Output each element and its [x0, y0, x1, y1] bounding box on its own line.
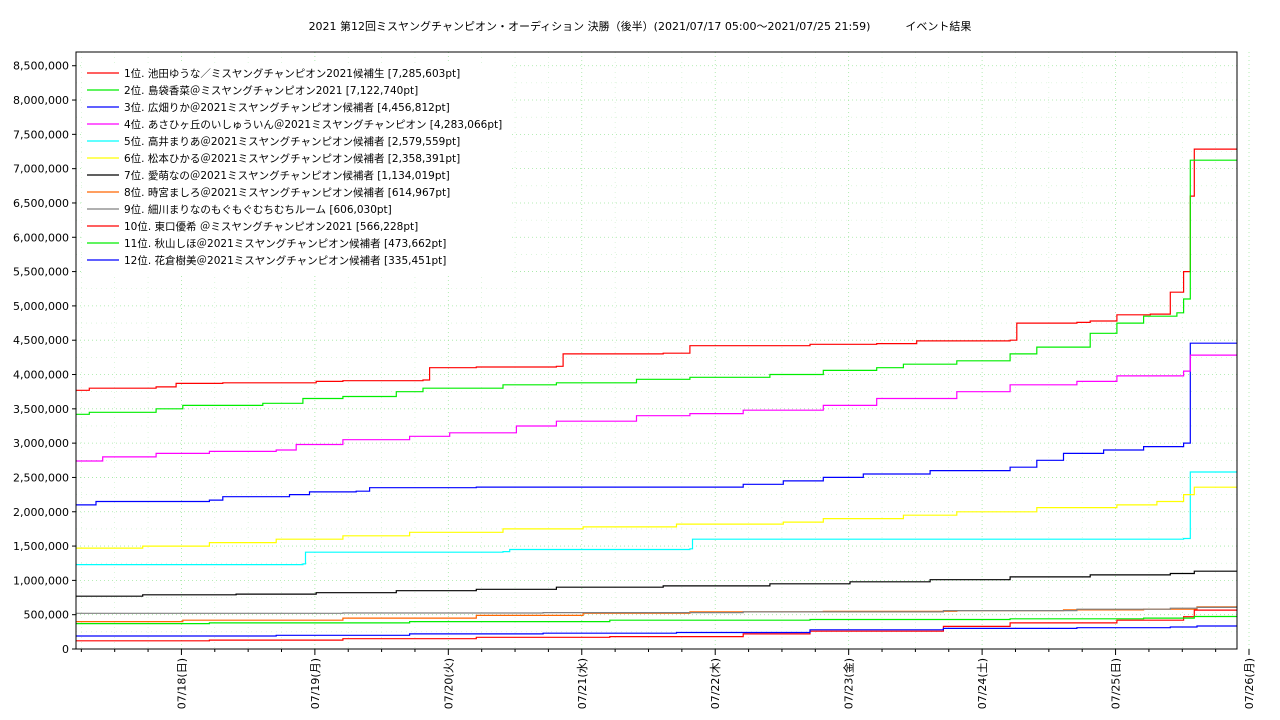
y-tick-label: 3,500,000 — [13, 403, 69, 416]
legend-entry: 7位. 愛萌なの＠2021ミスヤングチャンピオン候補者 [1,134,019pt… — [124, 169, 450, 182]
y-tick-label: 5,500,000 — [13, 266, 69, 279]
chart-title-suffix: イベント結果 — [905, 20, 972, 33]
legend-entry: 11位. 秋山しほ＠2021ミスヤングチャンピオン候補者 [473,662pt] — [124, 237, 446, 250]
y-tick-label: 3,000,000 — [13, 437, 69, 450]
legend-entry: 6位. 松本ひかる＠2021ミスヤングチャンピオン候補者 [2,358,391p… — [124, 152, 460, 165]
grid — [76, 52, 1250, 649]
y-tick-label: 4,500,000 — [13, 334, 69, 347]
y-tick-label: 6,000,000 — [13, 231, 69, 244]
y-tick-label: 6,500,000 — [13, 197, 69, 210]
series-line-5 — [76, 471, 1237, 566]
legend: 1位. 池田ゆうな／ミスヤングチャンピオン2021候補生 [7,285,603p… — [82, 64, 512, 276]
chart-title-text: 2021 第12回ミスヤングチャンピオン・オーディション 決勝（後半）(2021… — [308, 20, 871, 33]
legend-entry: 9位. 細川まりなのもぐもぐむちむちルーム [606,030pt] — [124, 203, 392, 216]
legend-entry: 2位. 島袋香菜＠ミスヤングチャンピオン2021 [7,122,740pt] — [124, 84, 418, 97]
y-tick-label: 8,000,000 — [13, 94, 69, 107]
y-tick-label: 5,000,000 — [13, 300, 69, 313]
legend-entry: 4位. あさひヶ丘のいしゅういん＠2021ミスヤングチャンピオン [4,283,… — [124, 118, 502, 131]
legend-entry: 10位. 東口優希 ＠ミスヤングチャンピオン2021 [566,228pt] — [124, 220, 418, 233]
y-tick-label: 7,000,000 — [13, 163, 69, 176]
y-axis: 0 500,000 1,000,000 1,500,000 2,000,000 2,500… — [13, 60, 76, 656]
series-line-12 — [76, 625, 1237, 637]
series-line-3 — [76, 342, 1237, 506]
y-tick-label: 2,500,000 — [13, 471, 69, 484]
series-layer — [76, 148, 1237, 642]
series-line-11 — [76, 615, 1237, 625]
x-tick-label: 07/20(火) — [442, 658, 455, 709]
y-tick-label: 0 — [62, 643, 69, 656]
legend-entry: 12位. 花倉樹美＠2021ミスヤングチャンピオン候補者 [335,451pt] — [124, 254, 446, 267]
legend-entry: 8位. 時宮ましろ＠2021ミスヤングチャンピオン候補者 [614,967pt] — [124, 186, 450, 199]
series-line-9 — [76, 606, 1237, 614]
series-line-1 — [76, 148, 1237, 391]
legend-background — [82, 64, 512, 276]
x-tick-label: 07/22(木) — [709, 658, 722, 709]
legend-entry: 5位. 高井まりあ＠2021ミスヤングチャンピオン候補者 [2,579,559p… — [124, 135, 460, 148]
y-tick-label: 500,000 — [24, 609, 70, 622]
y-tick-label: 2,000,000 — [13, 506, 69, 519]
x-tick-label: 07/25(日) — [1110, 658, 1123, 709]
chart-title: 2021 第12回ミスヤングチャンピオン・オーディション 決勝（後半）(2021… — [0, 18, 1280, 34]
y-tick-label: 1,000,000 — [13, 574, 69, 587]
x-tick-label: 07/19(月) — [309, 658, 322, 709]
x-tick-label: 07/18(日) — [175, 658, 188, 709]
y-tick-label: 4,000,000 — [13, 369, 69, 382]
legend-entry: 3位. 広畑りか＠2021ミスヤングチャンピオン候補者 [4,456,812pt… — [124, 101, 450, 114]
y-tick-label: 1,500,000 — [13, 540, 69, 553]
series-line-4 — [76, 354, 1237, 462]
x-axis: 07/18(日) 07/19(月) 07/20(火) 07/21(水) 07/22(木)… — [80, 649, 1256, 709]
legend-entry: 1位. 池田ゆうな／ミスヤングチャンピオン2021候補生 [7,285,603p… — [124, 67, 460, 80]
series-line-2 — [76, 159, 1237, 415]
y-tick-label: 7,500,000 — [13, 128, 69, 141]
series-line-7 — [76, 570, 1237, 597]
y-tick-label: 8,500,000 — [13, 60, 69, 73]
x-tick-label: 07/23(金) — [842, 658, 856, 709]
x-tick-label: 07/21(水) — [576, 658, 589, 709]
x-tick-label: 07/24(土) — [976, 658, 989, 709]
series-line-6 — [76, 486, 1237, 549]
x-tick-label: 07/26(月) — [1243, 658, 1256, 709]
plot-frame — [75, 51, 1238, 650]
